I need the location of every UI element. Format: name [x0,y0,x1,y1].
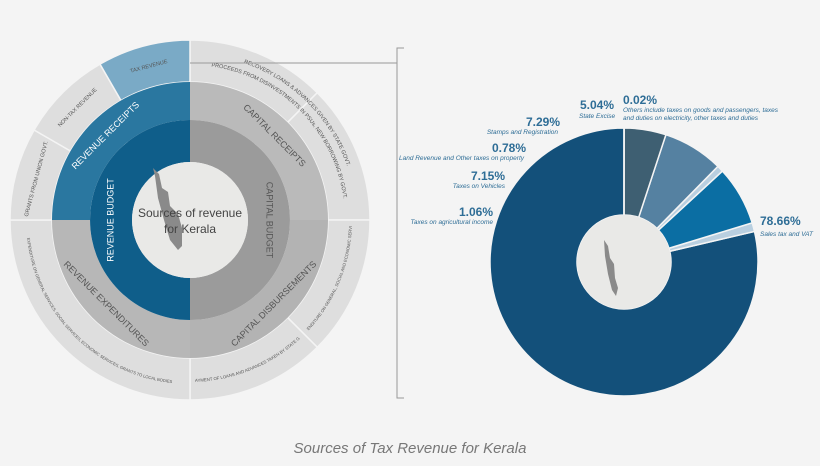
sunburst-label: CAPITAL BUDGET [265,182,275,259]
slice-label: Others include taxes on goods and passen… [623,107,779,114]
sunburst-inner-segment [190,120,290,320]
connector-bracket [190,47,404,399]
slice-label: Taxes on Vehicles [453,183,506,190]
slice-value: 78.66% [760,214,801,228]
center-circle: Sources of revenue for Kerala [132,162,248,278]
slice-value: 0.02% [623,93,657,107]
sunburst-middle-segment [190,220,328,358]
slice-value: 7.15% [471,169,505,183]
slice-value: 1.06% [459,205,493,219]
kerala-map-icon [153,168,182,250]
kerala-map-icon [604,240,618,296]
slice-value: 0.78% [492,141,526,155]
chart-caption: Sources of Tax Revenue for Kerala [293,440,527,457]
sunburst-label: REVENUE BUDGET [105,178,115,262]
slice-value: 5.04% [580,98,614,112]
sunburst-middle-segment [52,82,190,220]
center-title-line2: for Kerala [164,222,216,236]
slice-label: Sales tax and VAT [760,231,814,238]
tax-revenue-pie [489,127,759,397]
sunburst-inner-segment [90,120,190,320]
sunburst-middle-segment [52,220,190,358]
sunburst-middle-segment [190,82,328,220]
slice-value: 7.29% [526,115,560,129]
slice-label: Land Revenue and Other taxes on property [399,155,525,162]
pie-labels: 78.66% Sales tax and VAT 1.06% Taxes on … [399,93,814,238]
center-title-line1: Sources of revenue [138,206,242,220]
slice-label: Taxes on agricultural income [411,219,494,226]
pie-center-circle [577,215,671,309]
slice-label: State Excise [579,113,616,120]
slice-label: and duties on electricity, other taxes a… [623,115,759,122]
slice-label: Stamps and Registration [487,129,559,136]
